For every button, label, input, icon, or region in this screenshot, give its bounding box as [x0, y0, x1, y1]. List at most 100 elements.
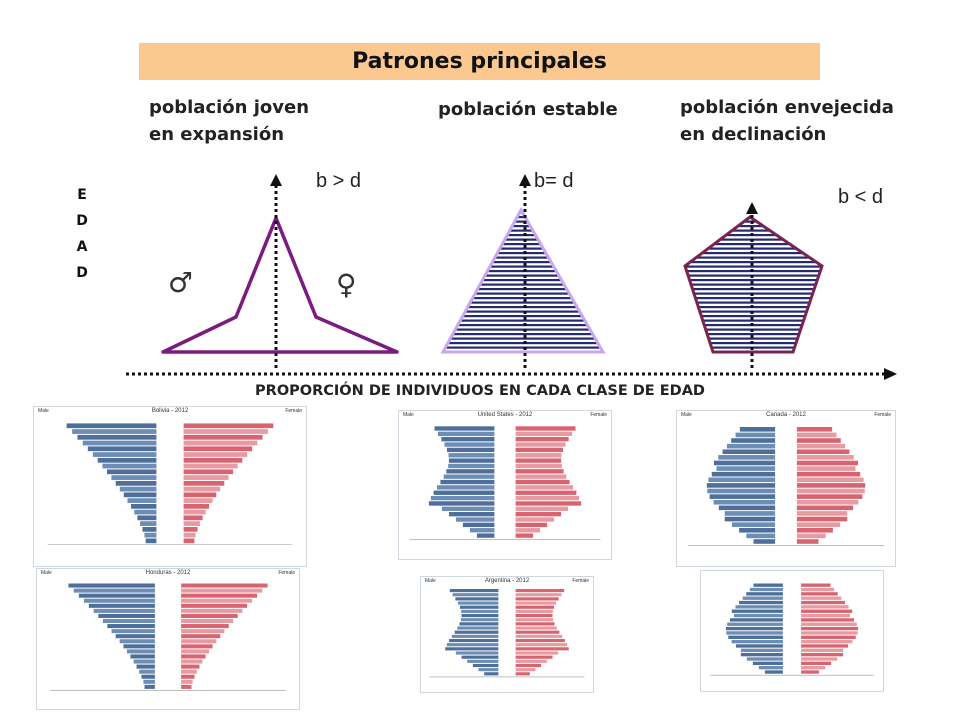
proportion-axis-arrow — [884, 368, 897, 380]
male-bar — [718, 455, 776, 460]
female-bar — [796, 466, 856, 471]
female-bar — [183, 469, 234, 475]
male-bar — [452, 593, 499, 597]
female-bar — [801, 631, 858, 635]
female-bar — [515, 605, 555, 609]
male-bar — [728, 635, 783, 639]
female-bar — [515, 501, 582, 506]
male-bar — [454, 630, 499, 634]
male-bar — [127, 649, 155, 654]
female-bar — [801, 587, 835, 592]
male-bar — [446, 469, 495, 474]
female-bar — [515, 453, 562, 458]
female-bar — [183, 486, 221, 492]
male-bar — [724, 511, 776, 516]
male-bar — [127, 498, 157, 503]
male-bar — [440, 479, 495, 485]
female-bar — [183, 452, 248, 457]
male-bar — [455, 651, 499, 655]
male-bar — [137, 515, 157, 521]
female-bar — [801, 618, 854, 622]
male-bar — [119, 486, 157, 492]
male-bar — [724, 516, 776, 522]
female-bar — [181, 593, 258, 598]
female-bar — [183, 446, 253, 452]
female-bar — [183, 498, 213, 503]
pyramid-thumb-united-states: Male United States - 2012 Female — [398, 410, 612, 560]
male-bar — [441, 506, 495, 511]
female-bar — [801, 609, 853, 613]
female-bar — [801, 626, 859, 631]
male-bar — [459, 622, 499, 626]
male-bar — [455, 597, 499, 601]
female-bar — [181, 624, 229, 629]
female-bar — [181, 583, 268, 588]
thumb-female-label: Female — [285, 408, 302, 414]
thumb-title: United States - 2012 — [477, 412, 533, 418]
pattern-stable-title: población estable — [438, 96, 618, 123]
female-bar — [801, 666, 826, 670]
male-bar — [445, 647, 499, 651]
male-bar — [461, 613, 499, 618]
male-bar — [140, 521, 157, 526]
thumb-female-label: Female — [278, 570, 295, 576]
thumb-bars — [409, 426, 601, 540]
male-bar — [484, 672, 499, 676]
thumb-bars — [687, 427, 885, 546]
male-bar — [144, 532, 157, 538]
male-bar — [725, 626, 783, 631]
male-bar — [467, 659, 499, 663]
male-bar — [740, 652, 783, 657]
thumb-title: Canada - 2012 — [766, 412, 806, 418]
pyramid-thumb-canada: Male Canada - 2012 Female — [676, 410, 896, 567]
female-bar — [515, 479, 570, 485]
thumb-bars — [47, 423, 293, 546]
female-bar — [515, 458, 562, 463]
female-bar — [515, 442, 566, 447]
female-bar — [801, 648, 844, 652]
female-bar — [801, 644, 849, 648]
age-letter-a: A — [76, 239, 88, 255]
male-bar — [722, 449, 776, 455]
female-bar — [181, 608, 243, 613]
male-bar — [448, 463, 495, 469]
female-bar — [796, 488, 865, 494]
female-bar — [801, 652, 844, 657]
thumb-male-label: Male — [41, 570, 52, 576]
male-bar — [142, 526, 157, 532]
female-bar — [515, 447, 564, 453]
thumb-bars — [429, 589, 585, 678]
male-bar — [746, 657, 783, 661]
pyramid-thumb-argentina: Male Argentina - 2012 Female — [420, 576, 594, 693]
male-bar — [735, 644, 783, 648]
female-bar — [801, 622, 857, 626]
female-bar — [183, 538, 195, 544]
male-bar — [706, 483, 776, 488]
male-bar — [739, 600, 783, 605]
pattern-young-title: población joven en expansión — [149, 94, 309, 148]
female-bar — [515, 655, 553, 659]
female-bar — [183, 475, 229, 480]
male-bar — [735, 605, 783, 609]
female-bar — [515, 474, 567, 479]
female-bar — [515, 533, 534, 538]
male-bar — [713, 460, 776, 466]
female-bar — [796, 533, 826, 539]
male-bar — [448, 458, 495, 463]
male-bar — [753, 583, 783, 587]
male-bar — [143, 679, 155, 684]
female-bar — [796, 522, 841, 527]
male-bar — [102, 618, 155, 624]
female-bar — [801, 661, 832, 666]
pattern-young-line2: en expansión — [149, 124, 285, 145]
female-bar — [515, 626, 557, 630]
male-bar — [72, 429, 157, 434]
female-bar — [796, 477, 864, 483]
female-bar — [183, 492, 217, 498]
male-bar — [111, 475, 157, 480]
female-bar — [515, 490, 577, 495]
male-bar — [455, 517, 495, 522]
age-letter-d2: D — [76, 265, 88, 281]
female-bar — [515, 528, 541, 533]
male-bar — [443, 474, 495, 479]
